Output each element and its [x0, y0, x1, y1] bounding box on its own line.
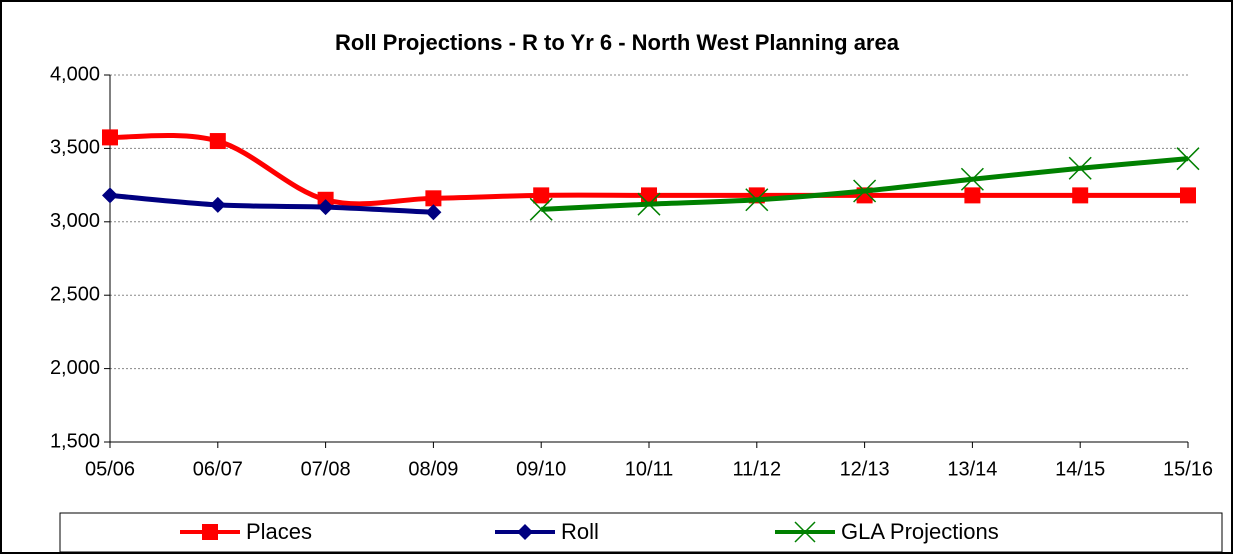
y-tick-label: 3,500: [50, 137, 100, 159]
marker: [533, 187, 550, 204]
marker: [209, 196, 226, 213]
x-tick-label: 07/08: [301, 458, 351, 480]
marker: [960, 167, 984, 191]
legend-box: [59, 512, 1223, 553]
y-tick-label: 3,000: [50, 210, 100, 232]
marker: [853, 179, 877, 203]
marker: [317, 199, 334, 216]
marker: [425, 190, 442, 207]
marker: [745, 188, 769, 212]
x-tick-label: 14/15: [1055, 458, 1105, 480]
x-tick-label: 13/14: [947, 458, 997, 480]
legend-label: GLA Projections: [841, 519, 999, 544]
marker: [641, 187, 657, 204]
y-tick-label: 2,000: [50, 357, 100, 379]
x-tick-label: 11/12: [733, 458, 782, 480]
legend-marker: [794, 521, 816, 543]
marker: [637, 192, 661, 216]
marker: [1068, 156, 1092, 180]
x-tick-label: 08/09: [408, 458, 458, 480]
x-tick-label: 15/16: [1163, 458, 1213, 480]
marker: [1072, 187, 1089, 204]
legend-label: Roll: [561, 519, 599, 544]
x-tick-label: 09/10: [516, 458, 566, 480]
marker: [425, 204, 442, 221]
marker: [102, 129, 118, 146]
y-tick-label: 1,500: [50, 430, 100, 452]
marker: [1176, 147, 1200, 171]
chart-title: Roll Projections - R to Yr 6 - North Wes…: [335, 30, 900, 55]
legend-label: Places: [246, 519, 312, 544]
marker: [102, 187, 118, 204]
legend-marker: [517, 524, 533, 540]
y-tick-label: 4,000: [50, 63, 100, 85]
marker: [1180, 187, 1196, 204]
x-tick-label: 10/11: [625, 458, 674, 480]
x-tick-label: 12/13: [840, 458, 890, 480]
marker: [964, 187, 981, 204]
series-line: [109, 192, 434, 215]
marker: [209, 133, 226, 150]
x-tick-label: 06/07: [193, 458, 243, 480]
marker: [529, 197, 553, 221]
x-tick-label: 05/06: [85, 458, 135, 480]
y-tick-label: 2,500: [50, 283, 100, 305]
legend-marker: [202, 524, 218, 540]
